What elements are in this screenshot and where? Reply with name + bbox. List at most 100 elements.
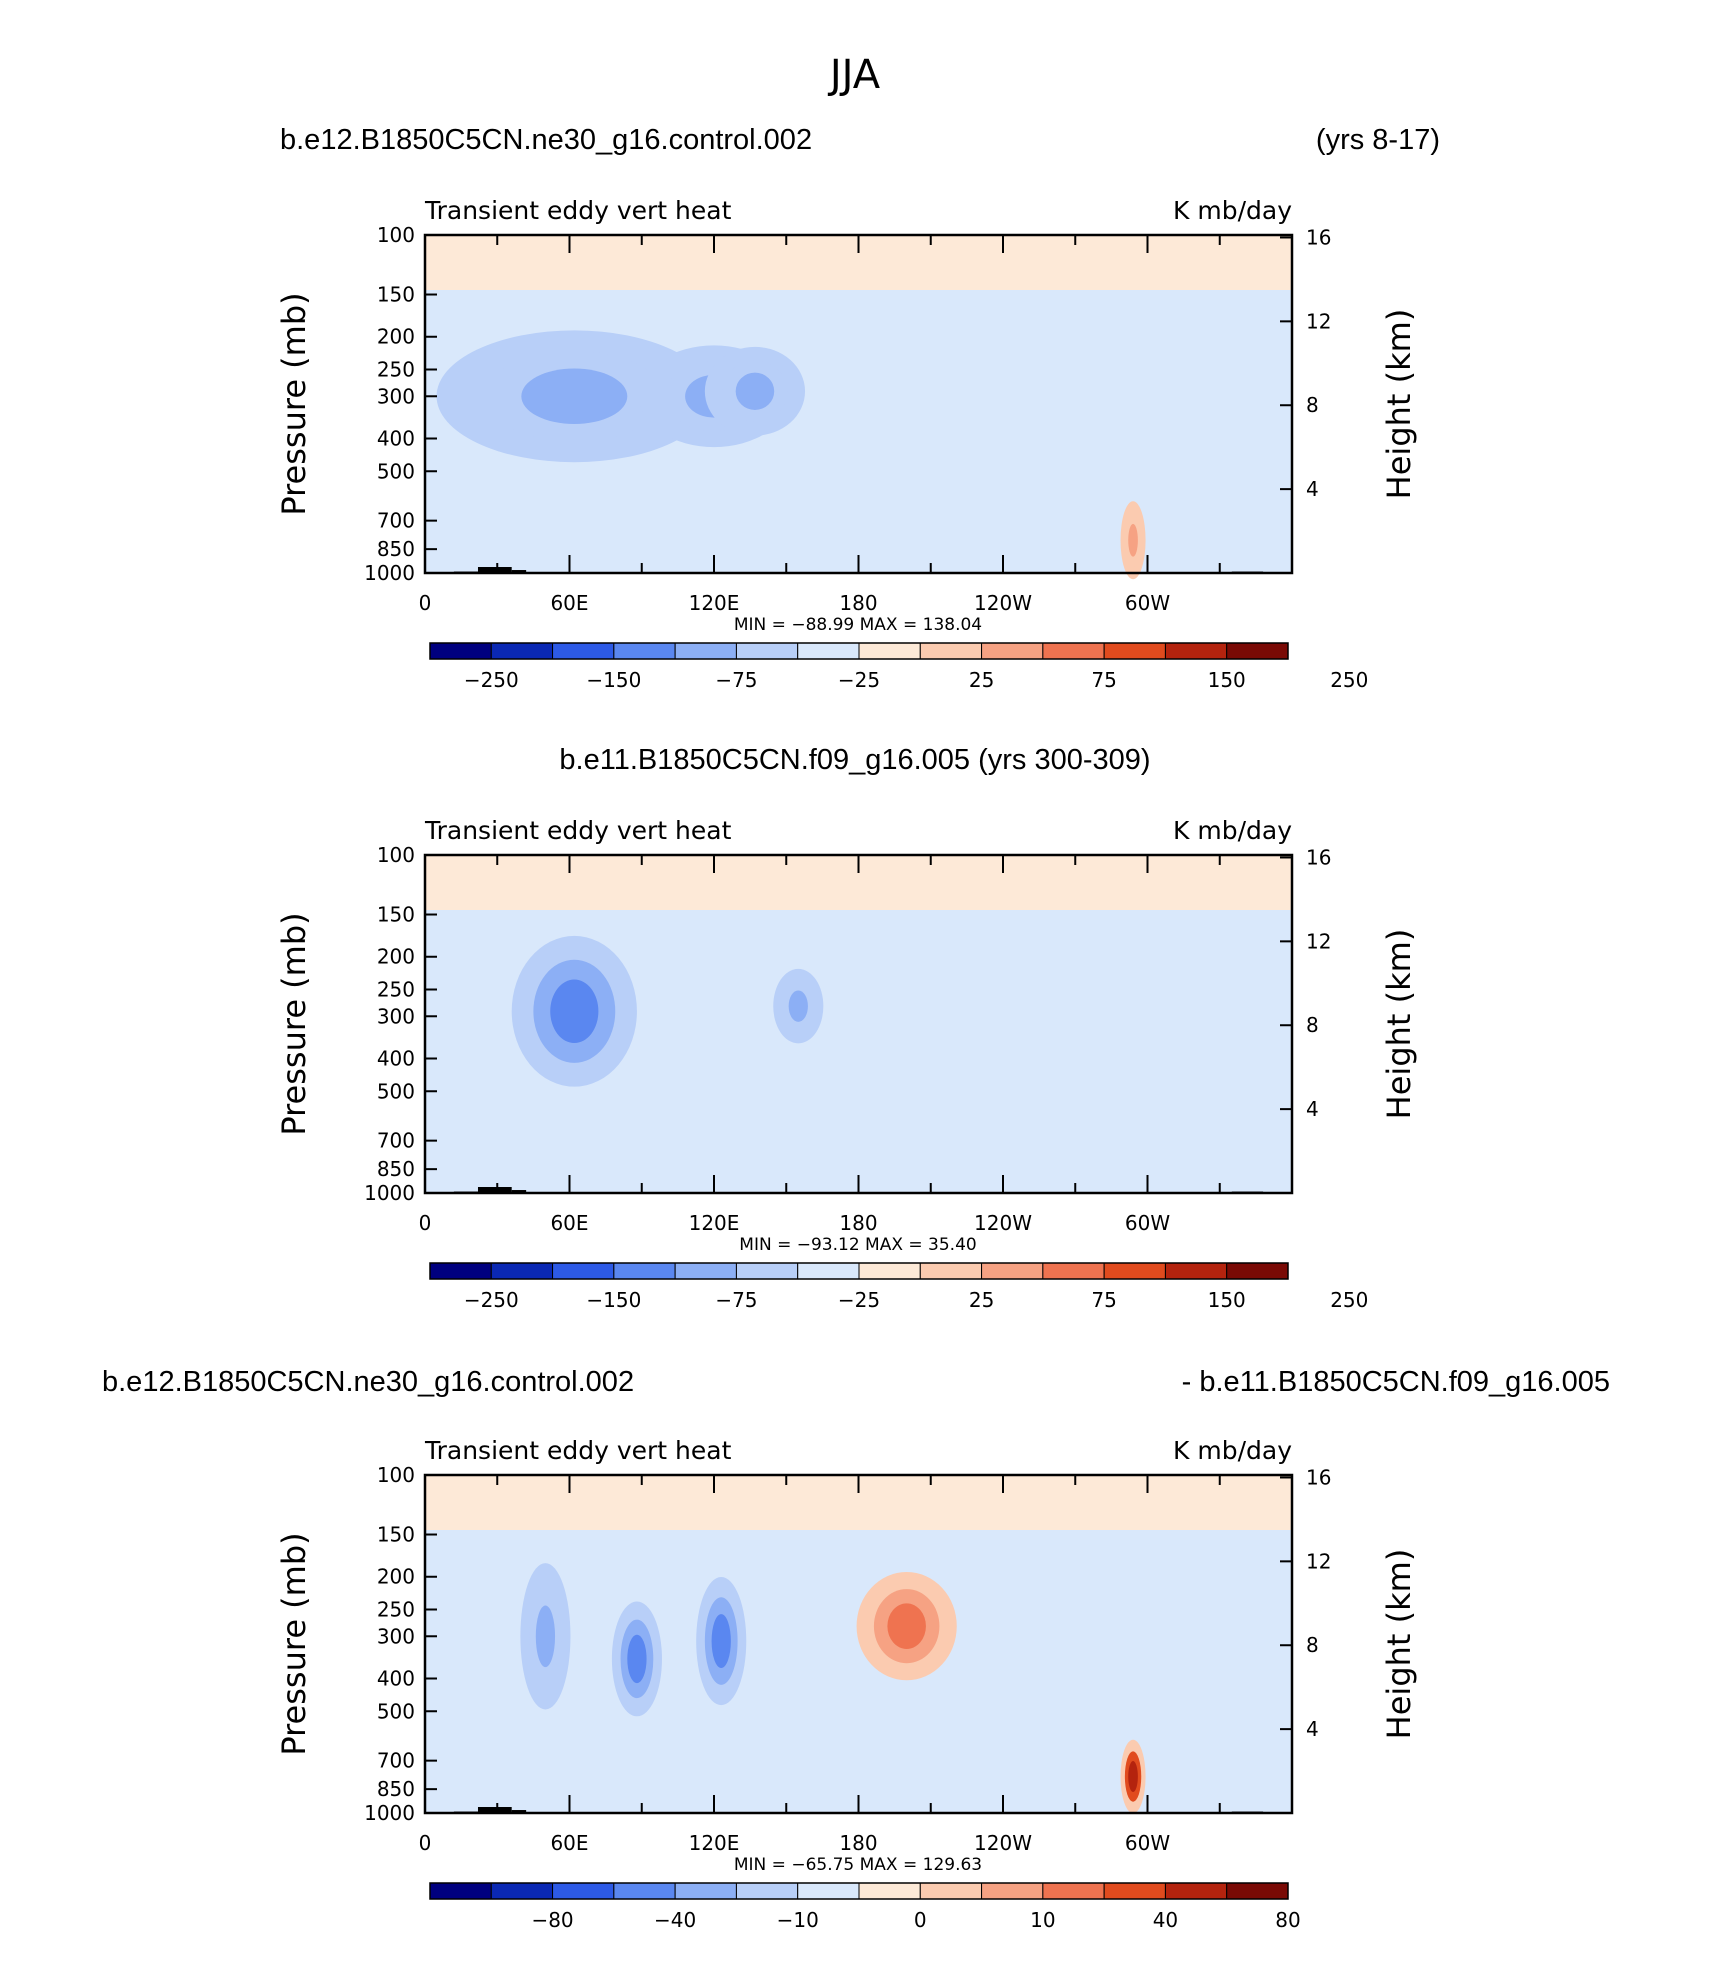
colorbar-swatch	[674, 1262, 737, 1280]
xtick-label: 180	[839, 1831, 877, 1855]
colorbar-label: −250	[464, 668, 519, 692]
units-label: K mb/day	[1173, 1436, 1292, 1465]
xtick-label: 0	[419, 1831, 432, 1855]
ytick-label: 150	[377, 283, 415, 307]
colorbar-swatch	[1042, 1262, 1105, 1280]
ytick-label: 500	[377, 1079, 415, 1103]
colorbar-label: 250	[1330, 1288, 1368, 1312]
colorbar-label: 25	[969, 668, 994, 692]
colorbar-label: −75	[715, 668, 757, 692]
ytick-right-label: 16	[1306, 845, 1331, 869]
ytick-label: 850	[377, 1777, 415, 1801]
colorbar-label: 40	[1153, 1908, 1178, 1932]
ytick-label: 400	[377, 1046, 415, 1070]
xtick-label: 60E	[550, 591, 588, 615]
units-label: K mb/day	[1173, 816, 1292, 845]
ytick-label: 1000	[364, 561, 415, 585]
ytick-label: 250	[377, 1598, 415, 1622]
topography-mask-1	[477, 1187, 512, 1193]
xtick-label: 60W	[1125, 1831, 1170, 1855]
panel3-right-title: - b.e11.B1850C5CN.f09_g16.005	[1181, 1366, 1610, 1398]
colorbar-label: 150	[1208, 1288, 1246, 1312]
colorbar-label: 10	[1030, 1908, 1055, 1932]
colorbar-swatch	[797, 1262, 860, 1280]
contour-core-0	[535, 1605, 556, 1668]
xtick-label: 120W	[974, 1831, 1032, 1855]
min-max-text: MIN = −65.75 MAX = 129.63	[734, 1855, 982, 1875]
ytick-label: 100	[377, 843, 415, 867]
ylabel: Pressure (mb)	[275, 912, 313, 1135]
colorbar-swatch	[429, 642, 492, 660]
ytick-right-label: 4	[1306, 1097, 1319, 1121]
colorbar-label: −10	[777, 1908, 819, 1932]
contour-core-3	[1128, 523, 1138, 557]
colorbar-swatch	[1226, 642, 1289, 660]
ytick-right-label: 8	[1306, 1633, 1319, 1657]
colorbar-swatch	[490, 1882, 554, 1900]
colorbar-swatch	[1103, 1882, 1166, 1900]
colorbar-swatch	[1226, 1262, 1289, 1280]
ytick-label: 400	[377, 1666, 415, 1690]
min-max-text: MIN = −93.12 MAX = 35.40	[739, 1235, 976, 1255]
xtick-label: 120W	[974, 591, 1032, 615]
ytick-label: 200	[377, 945, 415, 969]
xtick-label: 120W	[974, 1211, 1032, 1235]
contour-core-3	[887, 1603, 926, 1649]
ytick-label: 200	[377, 1565, 415, 1589]
colorbar-swatch	[919, 1882, 983, 1900]
ytick-label: 100	[377, 1463, 415, 1487]
min-max-text: MIN = −88.99 MAX = 138.04	[734, 615, 982, 635]
xtick-label: 60W	[1125, 1211, 1170, 1235]
topography-mask-2	[511, 1190, 527, 1193]
colorbar-swatch	[490, 642, 554, 660]
colorbar-swatch	[613, 1882, 676, 1900]
xtick-label: 0	[419, 1211, 432, 1235]
colorbar-swatch	[1226, 1882, 1289, 1900]
ytick-label: 300	[377, 1624, 415, 1648]
colorbar-swatch	[613, 642, 676, 660]
panel1-right-title: (yrs 8-17)	[1315, 124, 1440, 156]
panel3-left-title: b.e12.B1850C5CN.ne30_g16.control.002	[102, 1366, 635, 1398]
ytick-label: 150	[377, 1523, 415, 1547]
colorbar-label: −150	[586, 1288, 641, 1312]
colorbar-label: −80	[531, 1908, 573, 1932]
ylabel-right: Height (km)	[1380, 929, 1418, 1120]
colorbar-swatch	[674, 1882, 737, 1900]
xtick-label: 60E	[550, 1831, 588, 1855]
ytick-right-label: 12	[1306, 1549, 1331, 1573]
units-label: K mb/day	[1173, 196, 1292, 225]
panel-1-chart: Transient eddy vert heat K mb/day 100 150 20…	[275, 196, 1418, 692]
colorbar-label: −250	[464, 1288, 519, 1312]
colorbar-label: 250	[1330, 668, 1368, 692]
colorbar-swatch	[735, 1882, 799, 1900]
ytick-right-label: 12	[1306, 929, 1331, 953]
colorbar-swatch	[490, 1262, 554, 1280]
xtick-label: 180	[839, 591, 877, 615]
ylabel-right: Height (km)	[1380, 309, 1418, 500]
colorbar-swatch	[858, 642, 921, 660]
ylabel: Pressure (mb)	[275, 292, 313, 515]
ytick-right-label: 8	[1306, 393, 1319, 417]
colorbar-swatch	[858, 1882, 921, 1900]
contour-core-1	[627, 1634, 647, 1684]
colorbar-swatch	[919, 642, 983, 660]
colorbar-swatch	[613, 1262, 676, 1280]
ytick-label: 700	[377, 1129, 415, 1153]
xtick-label: 120E	[689, 1211, 740, 1235]
colorbar-label: −25	[838, 668, 880, 692]
panel1-left-title: b.e12.B1850C5CN.ne30_g16.control.002	[280, 124, 813, 156]
xtick-label: 60E	[550, 1211, 588, 1235]
colorbar-swatch	[735, 1262, 799, 1280]
panel-3-chart: Transient eddy vert heat K mb/day10015020…	[275, 1436, 1418, 1932]
ytick-label: 300	[377, 1004, 415, 1028]
colorbar-label: −150	[586, 668, 641, 692]
ytick-right-label: 4	[1306, 1717, 1319, 1741]
colorbar-swatch	[1103, 1262, 1166, 1280]
colorbar-label: −75	[715, 1288, 757, 1312]
ytick-label: 250	[377, 358, 415, 382]
colorbar-swatch	[552, 642, 615, 660]
contour-core-2	[735, 372, 775, 410]
ytick-label: 250	[377, 978, 415, 1002]
ytick-label: 850	[377, 1157, 415, 1181]
colorbar-label: 75	[1091, 668, 1116, 692]
